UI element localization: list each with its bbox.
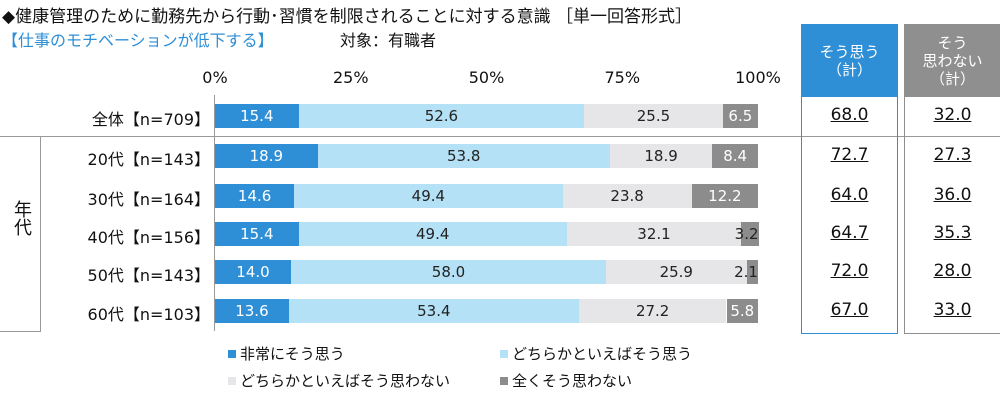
chart-title: ◆健康管理のために勤務先から行動･習慣を制限されることに対する意識 ［単一回答形… bbox=[2, 7, 692, 27]
bar-segment: 8.4 bbox=[712, 144, 758, 168]
bar-segment: 15.4 bbox=[215, 222, 299, 246]
disagree-total-value: 32.0 bbox=[933, 105, 972, 125]
category-label: 20代【n=143】 bbox=[87, 150, 210, 169]
legend-item: どちらかといえばそう思わない bbox=[228, 370, 450, 391]
bar-segment: 5.8 bbox=[726, 299, 758, 323]
axis-line bbox=[214, 95, 215, 331]
tick-label: 50% bbox=[468, 68, 505, 87]
bar-segment: 58.0 bbox=[291, 260, 606, 284]
disagree-total-column: そう 思わない （計） bbox=[904, 24, 1000, 334]
category-label: 50代【n=143】 bbox=[87, 266, 210, 285]
agree-total-header: そう思う （計） bbox=[802, 25, 897, 97]
disagree-total-value: 35.3 bbox=[933, 223, 972, 243]
tick-label: 75% bbox=[604, 68, 641, 87]
legend-label: 非常にそう思う bbox=[240, 345, 345, 363]
bar-segment: 49.4 bbox=[298, 222, 567, 246]
bar-segment: 52.6 bbox=[298, 104, 585, 128]
legend-label: どちらかといえばそう思わない bbox=[240, 372, 451, 390]
legend-swatch bbox=[500, 376, 508, 385]
bar-segment: 53.8 bbox=[317, 144, 610, 168]
bar-segment: 23.8 bbox=[562, 184, 692, 208]
bar-segment: 2.1 bbox=[734, 260, 758, 284]
bar-segment: 15.4 bbox=[215, 104, 299, 128]
column-header-line: 思わない bbox=[922, 52, 983, 70]
disagree-total-value: 36.0 bbox=[933, 185, 972, 205]
legend-swatch bbox=[500, 349, 508, 358]
bar-segment: 12.2 bbox=[691, 184, 758, 208]
bar-segment: 14.6 bbox=[215, 184, 295, 208]
agree-total-value: 68.0 bbox=[830, 105, 869, 125]
agree-total-value: 64.0 bbox=[830, 185, 869, 205]
category-label: 60代【n=103】 bbox=[87, 305, 210, 324]
legend-item: どちらかといえばそう思う bbox=[500, 343, 692, 364]
bar-segment: 27.2 bbox=[578, 299, 727, 323]
legend-item: 全くそう思わない bbox=[500, 370, 632, 391]
disagree-total-header: そう 思わない （計） bbox=[905, 25, 1000, 97]
divider-line bbox=[0, 136, 1000, 137]
bar-segment: 25.9 bbox=[605, 260, 747, 284]
legend-label: どちらかといえばそう思う bbox=[512, 345, 693, 363]
target-label: 対象：有職者 bbox=[340, 31, 437, 50]
column-header-line: （計） bbox=[929, 70, 975, 88]
chart-subtitle: 【仕事のモチベーションが低下する】 bbox=[2, 31, 274, 50]
agree-total-value: 72.0 bbox=[830, 261, 869, 281]
category-label: 30代【n=164】 bbox=[87, 190, 210, 209]
bar-segment: 49.4 bbox=[294, 184, 563, 208]
category-label: 全体【n=709】 bbox=[91, 110, 210, 129]
bar-segment: 6.5 bbox=[722, 104, 758, 128]
bar-segment: 25.5 bbox=[584, 104, 723, 128]
group-label: 年代 bbox=[11, 200, 32, 236]
group-box bbox=[0, 137, 41, 332]
legend-item: 非常にそう思う bbox=[228, 343, 345, 364]
column-header-line: そう思う bbox=[819, 43, 880, 61]
agree-total-value: 72.7 bbox=[830, 145, 869, 165]
tick-label: 100% bbox=[735, 68, 781, 87]
column-header-line: （計） bbox=[826, 61, 872, 79]
tick-label: 0% bbox=[202, 68, 228, 87]
bar-segment: 14.0 bbox=[215, 260, 292, 284]
agree-total-value: 64.7 bbox=[830, 223, 869, 243]
disagree-total-value: 27.3 bbox=[933, 145, 972, 165]
agree-total-column: そう思う （計） bbox=[801, 24, 898, 334]
bar-segment: 3.2 bbox=[735, 222, 759, 246]
bar-segment: 13.6 bbox=[215, 299, 289, 323]
column-header-line: そう bbox=[937, 34, 968, 52]
legend-label: 全くそう思わない bbox=[512, 372, 633, 390]
disagree-total-value: 33.0 bbox=[933, 300, 972, 320]
bar-segment: 53.4 bbox=[288, 299, 579, 323]
agree-total-value: 67.0 bbox=[830, 300, 869, 320]
bar-segment: 32.1 bbox=[566, 222, 742, 246]
category-label: 40代【n=156】 bbox=[87, 228, 210, 247]
bar-segment: 18.9 bbox=[215, 144, 318, 168]
tick-label: 25% bbox=[332, 68, 369, 87]
legend-swatch bbox=[228, 376, 236, 385]
disagree-total-value: 28.0 bbox=[933, 261, 972, 281]
bar-segment: 18.9 bbox=[609, 144, 713, 168]
legend-swatch bbox=[228, 349, 236, 358]
